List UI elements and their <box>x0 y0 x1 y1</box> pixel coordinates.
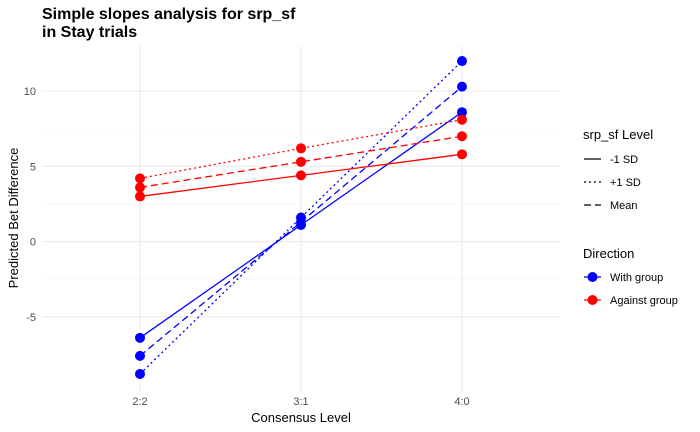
data-point <box>135 332 145 343</box>
x-axis-ticks: 2:2 3:1 4:0 <box>132 396 469 408</box>
chart-title-line-2: in Stay trials <box>42 24 137 41</box>
data-point <box>135 191 145 202</box>
data-point <box>457 107 467 118</box>
series-points <box>135 56 467 379</box>
y-tick-label: 5 <box>30 161 36 173</box>
data-point <box>457 56 467 67</box>
color-legend-title: Direction <box>583 246 634 261</box>
y-tick-label: 0 <box>30 237 36 249</box>
linetype-legend: srp_sf Level -1 SD +1 SD Mean <box>583 127 653 212</box>
x-axis-title: Consensus Level <box>251 410 351 425</box>
data-point <box>296 170 306 181</box>
data-point <box>457 149 467 160</box>
color-legend-key-point <box>587 272 598 282</box>
data-point <box>135 173 145 184</box>
color-legend-label: With group <box>610 272 663 284</box>
color-legend-label: Against group <box>610 295 678 307</box>
linetype-legend-label: +1 SD <box>610 177 641 189</box>
data-point <box>135 182 145 193</box>
y-axis-ticks: -5 0 5 10 <box>24 86 36 324</box>
y-axis-title: Predicted Bet Difference <box>6 148 21 289</box>
data-point <box>296 212 306 223</box>
color-legend: Direction With group Against group <box>583 246 678 307</box>
x-tick-label: 2:2 <box>132 396 147 408</box>
data-point <box>457 81 467 92</box>
data-point <box>457 131 467 142</box>
chart-title-line-1: Simple slopes analysis for srp_sf <box>42 6 296 23</box>
color-legend-key-point <box>587 295 598 305</box>
data-point <box>457 114 467 125</box>
linetype-legend-title: srp_sf Level <box>583 127 653 142</box>
data-point <box>135 350 145 361</box>
x-tick-label: 3:1 <box>293 396 308 408</box>
y-tick-label: -5 <box>26 312 36 324</box>
linetype-legend-label: -1 SD <box>610 154 638 166</box>
data-point <box>296 143 306 154</box>
data-point <box>296 156 306 167</box>
data-point <box>135 368 145 379</box>
y-tick-label: 10 <box>24 86 36 98</box>
linetype-legend-label: Mean <box>610 200 638 212</box>
x-tick-label: 4:0 <box>454 396 469 408</box>
